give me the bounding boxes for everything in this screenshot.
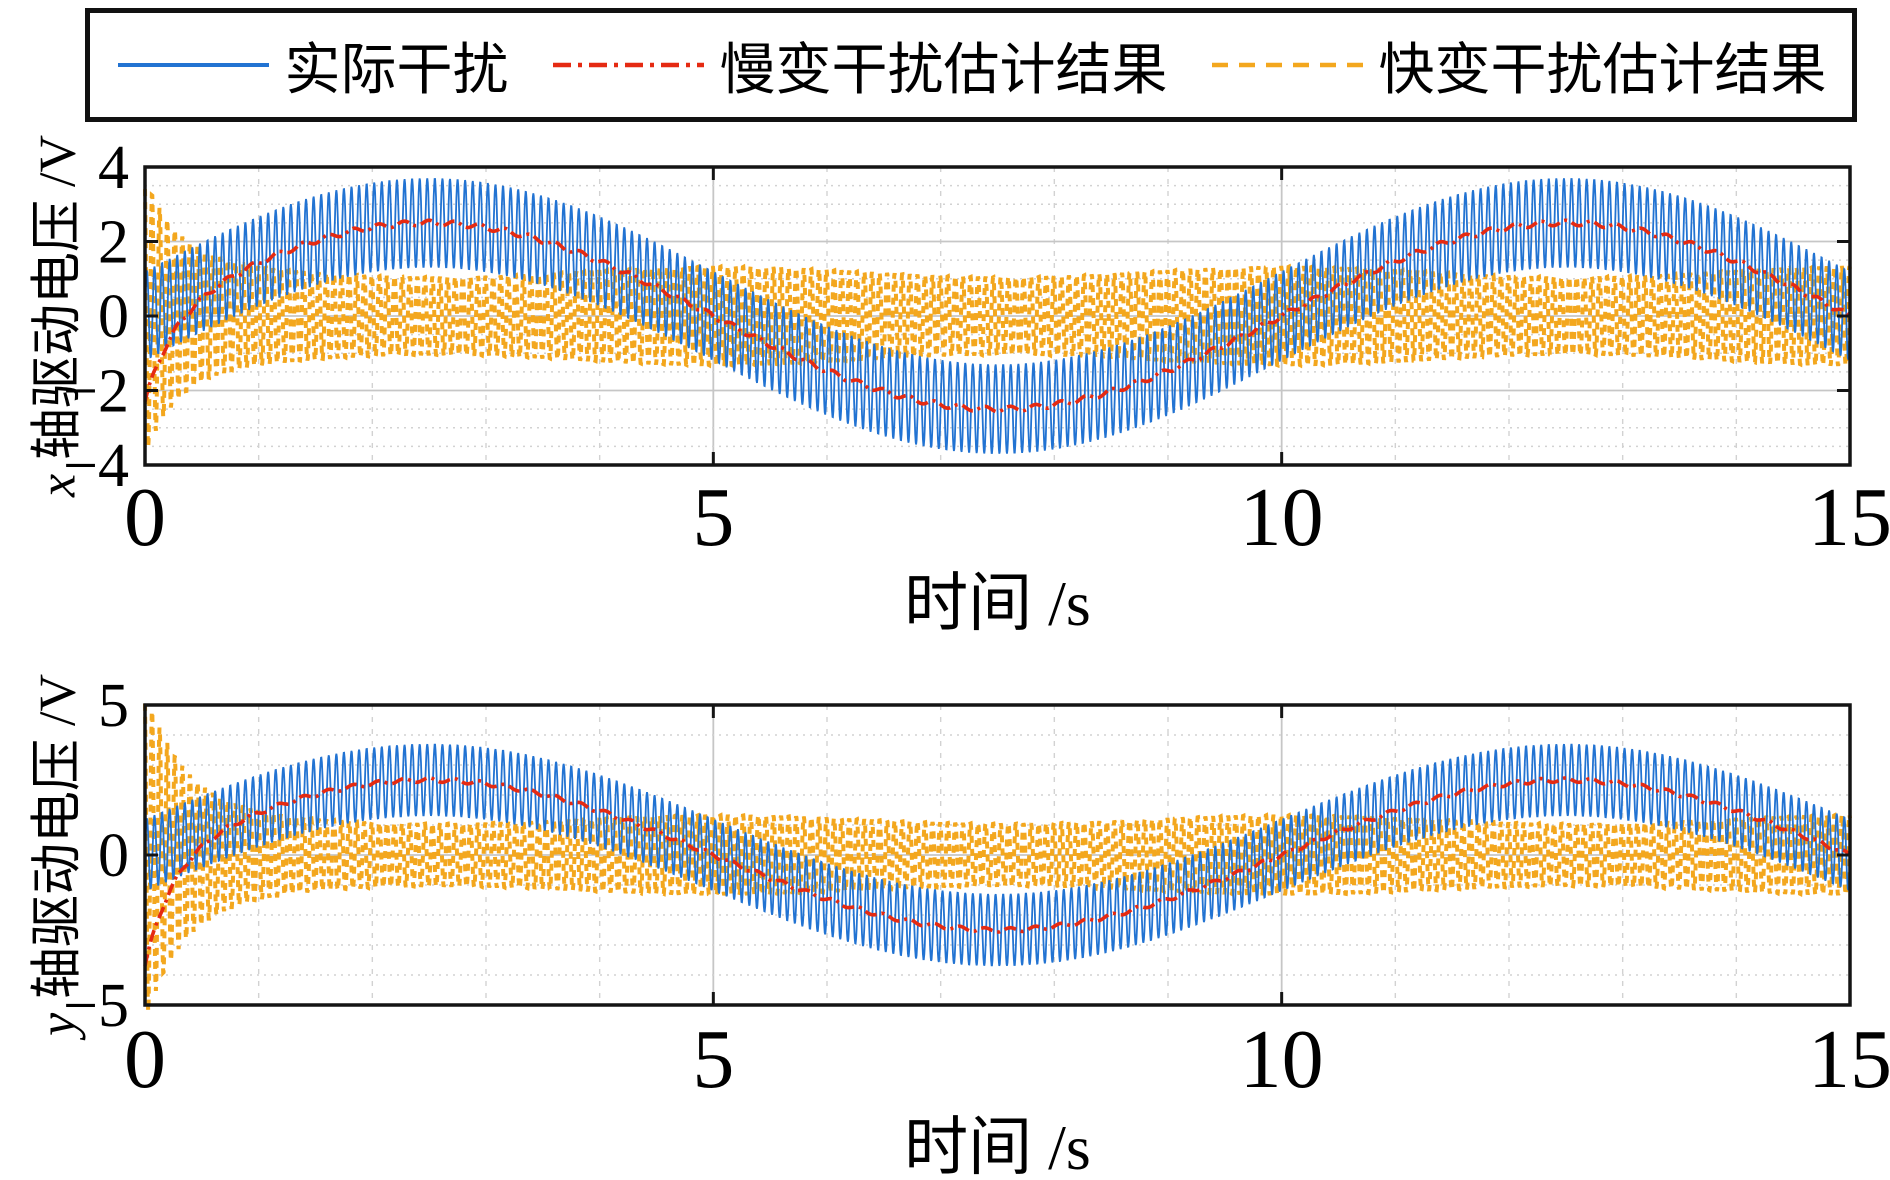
series-slow_estimate-0 bbox=[143, 218, 1852, 414]
y-tick-label: −5 bbox=[63, 972, 129, 1040]
y-tick-label: 0 bbox=[98, 822, 129, 890]
x-tick-label: 0 bbox=[124, 1013, 166, 1106]
x-axis-title-top: 时间 /s bbox=[145, 552, 1850, 644]
y-axis-variable-top: x bbox=[29, 473, 87, 498]
y-tick-label: −2 bbox=[63, 358, 129, 426]
series-actual-1 bbox=[144, 743, 1851, 967]
x-tick-label: 10 bbox=[1240, 471, 1324, 564]
y-tick-label: 4 bbox=[98, 134, 129, 202]
x-axis-title-bottom-text: 时间 /s bbox=[904, 1112, 1091, 1180]
x-tick-label: 15 bbox=[1808, 1013, 1890, 1106]
series-actual-0 bbox=[144, 178, 1851, 454]
legend-line-sample-dashed bbox=[1211, 62, 1363, 68]
x-tick-label: 5 bbox=[692, 1013, 734, 1106]
y-tick-label: 5 bbox=[98, 672, 129, 740]
legend-label-fast-estimate: 快变干扰估计结果 bbox=[1378, 39, 1827, 102]
legend-item-actual-disturbance: 实际干扰 bbox=[116, 25, 509, 106]
legend-line-sample-solid bbox=[117, 63, 269, 67]
y-axis-variable-bottom: y bbox=[29, 1012, 87, 1037]
legend-item-slow-estimate: 慢变干扰估计结果 bbox=[551, 25, 1168, 106]
legend: 实际干扰 慢变干扰估计结果 快变干扰估计结果 bbox=[85, 8, 1857, 122]
x-axis-title-top-text: 时间 /s bbox=[904, 568, 1091, 639]
legend-item-fast-estimate: 快变干扰估计结果 bbox=[1210, 25, 1827, 106]
x-tick-label: 10 bbox=[1240, 1013, 1324, 1106]
y-axis-text-top: 轴驱动电压 /V bbox=[29, 134, 87, 460]
legend-line-sample-dashdot bbox=[552, 62, 704, 68]
y-tick-label: −4 bbox=[63, 432, 129, 500]
x-tick-label: 5 bbox=[692, 471, 734, 564]
y-axis-text-bottom: 轴驱动电压 /V bbox=[29, 673, 87, 999]
series-slow_estimate-1 bbox=[143, 776, 1852, 967]
series-fast_estimate-0 bbox=[143, 189, 1852, 448]
y-tick-label: 0 bbox=[98, 283, 129, 351]
series-fast_estimate-1 bbox=[143, 703, 1852, 1012]
legend-label-actual: 实际干扰 bbox=[284, 39, 509, 102]
y-tick-label: 2 bbox=[98, 209, 129, 277]
y-axis-title-top: x 轴驱动电压 /V bbox=[15, 135, 90, 497]
x-tick-label: 0 bbox=[124, 471, 166, 564]
legend-label-slow-estimate: 慢变干扰估计结果 bbox=[719, 39, 1168, 102]
x-tick-label: 15 bbox=[1808, 471, 1890, 564]
y-axis-title-bottom: y 轴驱动电压 /V bbox=[15, 674, 90, 1036]
x-axis-title-bottom: 时间 /s bbox=[145, 1096, 1850, 1180]
